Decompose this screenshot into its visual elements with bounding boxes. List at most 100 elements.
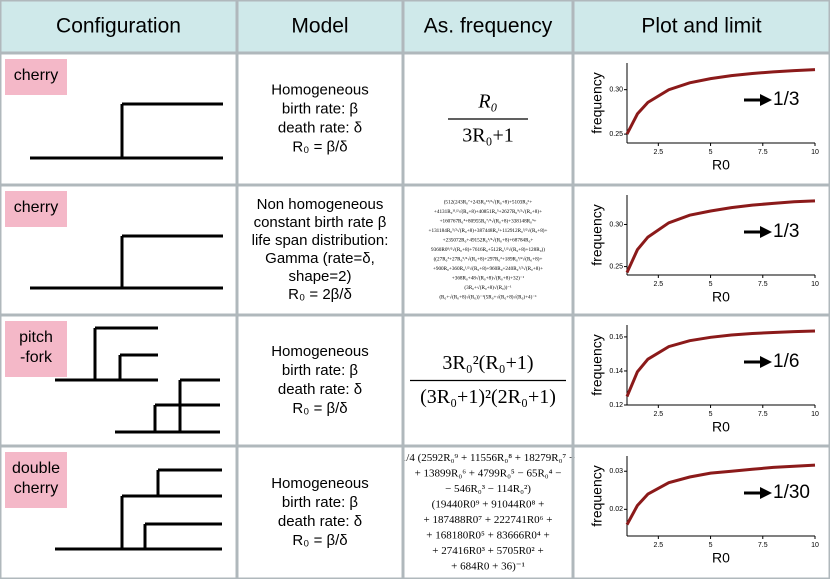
tree-double-cherry: [55, 468, 222, 551]
model-line: death rate: δ: [278, 119, 362, 136]
model-line: Homogeneous: [271, 475, 369, 492]
model-line: Homogeneous: [271, 343, 369, 360]
formula-line: + 684R0 + 36)⁻¹: [451, 560, 525, 572]
model-line: R₀ = β/δ: [292, 532, 347, 549]
config-label-bg: [5, 452, 67, 508]
x-tick-label: 7.5: [758, 281, 768, 288]
formula-line: 1/4 (2592R₀⁹ + 11556R₀⁸ + 18279R₀⁷ +: [401, 452, 575, 464]
column-header: Configuration: [56, 15, 181, 38]
config-label: -fork: [20, 349, 53, 366]
formula-line: +368R₀+48√(R₀+8)√(R₀+8)+32)⁻¹: [452, 275, 525, 282]
formula-line: +235072R₀+49152R₀¹/²√(R₀+8)+68784R₀+: [443, 237, 534, 244]
formula-line: 9360R0⁹/²√(R₀+8)+7616R₀+512R₀¹/²√(R₀+8)+…: [431, 246, 545, 253]
formula-line: +131184R₀⁵/²√(R₀+8)+387448R₀²+112912R₀³/…: [429, 227, 548, 234]
model-line: R₀ = β/δ: [292, 138, 347, 155]
y-axis-label: frequency: [589, 465, 605, 526]
x-tick-label: 10: [811, 411, 819, 418]
formula-line: (512(243R₀⁷+243R₀¹³/²√(R₀+8)+5103R₀⁶+: [444, 199, 533, 206]
formula-line: − 546R₀³ − 114R₀²): [445, 483, 531, 495]
x-tick-label: 2.5: [653, 149, 663, 156]
model-line: birth rate: β: [282, 362, 359, 379]
y-tick-label: 0.30: [609, 221, 623, 228]
denominator: 3R₀+1: [462, 125, 514, 147]
limit-label: 1/30: [773, 482, 810, 503]
x-tick-label: 7.5: [758, 411, 768, 418]
model-line: birth rate: β: [282, 100, 359, 117]
x-tick-label: 5: [709, 542, 713, 549]
config-label: pitch: [19, 329, 53, 346]
tree-pitchfork: [55, 326, 220, 434]
formula-line: +4131R₀¹¹/²√(R₀+8)+40851R₀⁵+2627R₀⁹/²√(R…: [434, 208, 542, 215]
y-tick-label: 0.02: [609, 506, 623, 513]
x-tick-label: 2.5: [653, 542, 663, 549]
curve: [625, 199, 816, 274]
limit-label: 1/6: [773, 351, 799, 372]
model-line: R₀ = β/δ: [292, 400, 347, 417]
formula-line: +900R₀+360R₀¹/²√(R₀+8)+960R₀+240R₀¹/²√(R…: [433, 265, 543, 272]
curve: [625, 463, 816, 526]
model-line: death rate: δ: [278, 513, 362, 530]
model-line: life span distribution:: [252, 232, 389, 249]
curve: [625, 68, 816, 135]
x-tick-label: 2.5: [653, 281, 663, 288]
y-axis-label: frequency: [589, 204, 605, 265]
limit-arrowhead: [760, 487, 772, 499]
model-line: death rate: δ: [278, 381, 362, 398]
x-axis-label: R0: [712, 157, 730, 173]
limit-arrowhead: [760, 356, 772, 368]
config-label: double: [12, 460, 60, 477]
denominator: (3R₀+1)²(2R₀+1): [420, 386, 556, 408]
model-line: Non homogeneous: [257, 196, 384, 213]
x-tick-label: 10: [811, 281, 819, 288]
config-label: cherry: [14, 67, 58, 84]
model-line: constant birth rate β: [254, 214, 387, 231]
x-tick-label: 2.5: [653, 411, 663, 418]
limit-label: 1/3: [773, 221, 799, 242]
formula-line: + 168180R0⁵ + 83666R0⁴ +: [426, 529, 549, 541]
column-header: Plot and limit: [641, 15, 761, 38]
y-tick-label: 0.14: [609, 368, 623, 375]
column-header: As. frequency: [424, 15, 553, 38]
limit-arrowhead: [760, 226, 772, 238]
numerator: 3R₀²(R₀+1): [442, 352, 533, 374]
x-tick-label: 7.5: [758, 149, 768, 156]
column-header: Model: [291, 15, 348, 38]
limit-label: 1/3: [773, 89, 799, 110]
config-label-bg: [5, 59, 67, 95]
formula-line: (19440R0⁹ + 91044R0⁸ +: [432, 498, 545, 510]
formula-line: + 13899R₀⁶ + 4799R₀⁵ − 65R₀⁴ −: [415, 467, 562, 479]
x-axis-label: R0: [712, 289, 730, 305]
tree-cherry-1: [30, 102, 223, 160]
y-tick-label: 0.25: [609, 263, 623, 270]
config-label: cherry: [14, 199, 58, 216]
model-line: shape=2): [289, 268, 352, 285]
x-tick-label: 5: [709, 281, 713, 288]
limit-arrowhead: [760, 94, 772, 106]
tree-cherry-2: [30, 234, 223, 290]
x-axis-label: R0: [712, 419, 730, 435]
x-tick-label: 5: [709, 411, 713, 418]
curve: [625, 329, 816, 398]
config-label-bg: [5, 191, 67, 227]
y-tick-label: 0.25: [609, 131, 623, 138]
config-label-bg: [5, 321, 67, 377]
x-tick-label: 10: [811, 542, 819, 549]
model-line: birth rate: β: [282, 494, 359, 511]
formula-line: +160767R₀⁴+80955R₀⁷/²√(R₀+8)+338148R₀³+: [440, 218, 537, 225]
y-tick-label: 0.03: [609, 468, 623, 475]
y-tick-label: 0.30: [609, 87, 623, 94]
formula-line: + 187488R0⁷ + 222741R0⁶ +: [424, 514, 553, 526]
x-tick-label: 10: [811, 149, 819, 156]
y-axis-label: frequency: [589, 334, 605, 395]
formula-line: (3R₀+√(R₀+8)√(R₀))⁻¹: [464, 284, 512, 291]
y-tick-label: 0.12: [609, 402, 623, 409]
x-tick-label: 5: [709, 149, 713, 156]
config-label: cherry: [14, 480, 58, 497]
model-line: R₀ = 2β/δ: [288, 286, 352, 303]
x-axis-label: R0: [712, 550, 730, 566]
header-bg: [0, 0, 830, 53]
y-tick-label: 0.16: [609, 334, 623, 341]
model-line: Gamma (rate=δ,: [265, 250, 375, 267]
formula-line: (R₀+√(R₀+8)√(R₀))⁻¹(5R₀+√(R₀+8)√(R₀)+4)⁻…: [439, 294, 537, 301]
